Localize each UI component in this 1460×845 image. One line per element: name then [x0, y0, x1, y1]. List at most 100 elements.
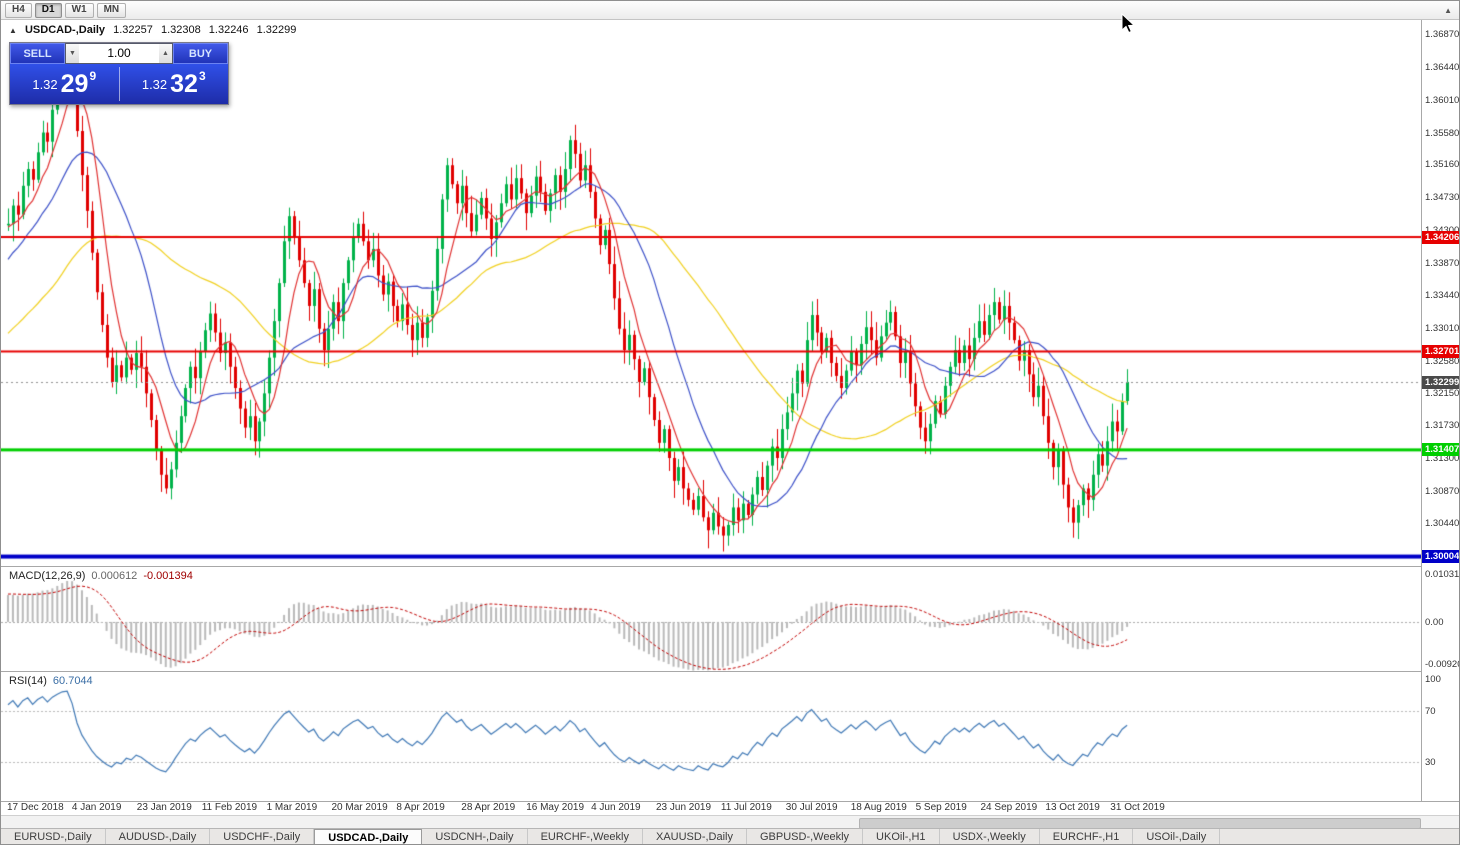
- price-tick-label: 1.34730: [1425, 192, 1460, 204]
- horizontal-scrollbar[interactable]: [1, 815, 1459, 829]
- chart-tab[interactable]: AUDUSD-,Daily: [106, 829, 211, 844]
- ohlc-high: 1.32308: [160, 24, 201, 36]
- ohlc-low: 1.32246: [208, 24, 249, 36]
- timeframe-button-group: H4 D1 W1 MN: [5, 2, 127, 18]
- price-tick-label: 1.33010: [1425, 322, 1460, 334]
- date-axis-label: 23 Jan 2019: [136, 802, 192, 813]
- price-tick-label: 1.35580: [1425, 127, 1460, 139]
- mouse-cursor: [1121, 13, 1136, 34]
- chart-tab[interactable]: GBPUSD-,Weekly: [747, 829, 864, 844]
- rsi-scale-label: 30: [1425, 757, 1436, 769]
- one-click-top-row: SELL ▼ 1.00 ▲ BUY: [10, 43, 228, 64]
- price-tick-label: 1.32150: [1425, 388, 1460, 400]
- price-tick-label: 1.33440: [1425, 290, 1460, 302]
- collapse-panel-icon[interactable]: ▲: [9, 26, 17, 35]
- chart-tab[interactable]: XAUUSD-,Daily: [643, 829, 747, 844]
- macd-signal-value: -0.001394: [143, 570, 193, 582]
- one-click-price-row: 1.32 29 9 1.32 32 3: [10, 64, 228, 104]
- volume-value[interactable]: 1.00: [107, 46, 131, 60]
- buy-price-sup: 3: [198, 69, 206, 83]
- chart-tab[interactable]: USDX-,Weekly: [940, 829, 1040, 844]
- timeframe-button-h4[interactable]: H4: [5, 2, 32, 18]
- chart-tab[interactable]: USOil-,Daily: [1133, 829, 1221, 844]
- rsi-scale-label: 100: [1425, 674, 1441, 685]
- chart-tab[interactable]: EURCHF-,Weekly: [528, 829, 643, 844]
- timeframe-button-mn[interactable]: MN: [96, 2, 127, 18]
- volume-increase-button[interactable]: ▲: [159, 44, 172, 63]
- one-click-trading-panel: SELL ▼ 1.00 ▲ BUY 1.32 29 9 1.32 32 3: [9, 42, 229, 105]
- sell-price[interactable]: 1.32 29 9: [10, 64, 119, 104]
- date-axis-label: 5 Sep 2019: [915, 802, 967, 813]
- current-price-badge: 1.32299: [1422, 375, 1459, 389]
- date-axis-label: 4 Jan 2019: [71, 802, 122, 813]
- date-axis-label: 31 Oct 2019: [1110, 802, 1165, 813]
- date-axis-label: 24 Sep 2019: [980, 802, 1038, 813]
- chart-tab[interactable]: EURCHF-,H1: [1040, 829, 1134, 844]
- volume-stepper[interactable]: ▼ 1.00 ▲: [65, 43, 173, 64]
- macd-indicator-label: MACD(12,26,9) 0.000612 -0.001394: [9, 570, 193, 582]
- buy-button[interactable]: BUY: [173, 43, 228, 64]
- date-axis-label: 13 Oct 2019: [1045, 802, 1100, 813]
- date-axis-label: 17 Dec 2018: [7, 802, 64, 813]
- price-tick-label: 1.31300: [1425, 453, 1460, 465]
- buy-price[interactable]: 1.32 32 3: [120, 64, 229, 104]
- sell-price-base: 1.32: [32, 76, 58, 92]
- panel-separator[interactable]: [1, 671, 1459, 672]
- chart-tab[interactable]: UKOil-,H1: [863, 829, 940, 844]
- corner-arrow-icon: ▲: [1444, 5, 1452, 15]
- rsi-panel-canvas[interactable]: [1, 672, 1421, 801]
- buy-price-big: 32: [170, 69, 198, 98]
- price-scale[interactable]: 1.36870 1.36440 1.36010 1.35580 1.35160 1.347…: [1421, 20, 1460, 801]
- price-level-badge: 1.34206: [1422, 230, 1459, 244]
- timeframe-toolbar: H4 D1 W1 MN ▲: [1, 1, 1459, 20]
- chart-tab[interactable]: USDCAD-,Daily: [314, 829, 423, 844]
- sell-price-sup: 9: [89, 69, 97, 83]
- price-chart-canvas[interactable]: [1, 20, 1421, 566]
- ohlc-close: 1.32299: [256, 24, 297, 36]
- buy-price-base: 1.32: [141, 76, 168, 92]
- price-level-badge: 1.30004: [1422, 550, 1459, 564]
- price-level-badge: 1.32701: [1422, 344, 1459, 358]
- rsi-name: RSI(14): [9, 675, 47, 687]
- date-axis-label: 11 Feb 2019: [201, 802, 258, 813]
- chart-tab[interactable]: USDCHF-,Daily: [210, 829, 315, 844]
- macd-scale-min: -0.009203: [1425, 659, 1459, 670]
- chart-tab-bar: EURUSD-,Daily AUDUSD-,Daily USDCHF-,Daily U…: [1, 828, 1459, 844]
- price-tick-label: 1.32580: [1425, 355, 1460, 367]
- macd-panel-canvas[interactable]: [1, 567, 1421, 671]
- price-tick-label: 1.33870: [1425, 257, 1460, 269]
- sell-price-big: 29: [60, 69, 89, 98]
- price-tick-label: 1.35160: [1425, 159, 1460, 171]
- rsi-scale-label: 70: [1425, 705, 1436, 717]
- timeframe-button-d1[interactable]: D1: [34, 2, 62, 18]
- date-axis-label: 28 Apr 2019: [461, 802, 516, 813]
- price-tick-label: 1.36870: [1425, 29, 1460, 41]
- chart-tab[interactable]: EURUSD-,Daily: [1, 829, 106, 844]
- sell-button[interactable]: SELL: [10, 43, 65, 64]
- time-scale[interactable]: 17 Dec 2018 4 Jan 2019 23 Jan 2019 11 Feb 2…: [1, 802, 1421, 815]
- date-axis-label: 11 Jul 2019: [720, 802, 772, 813]
- date-axis-label: 20 Mar 2019: [331, 802, 388, 813]
- volume-decrease-button[interactable]: ▼: [66, 44, 79, 63]
- chart-title: ▲ USDCAD-,Daily 1.32257 1.32308 1.32246 …: [9, 24, 301, 36]
- price-tick-label: 1.30440: [1425, 518, 1460, 530]
- date-axis-label: 30 Jul 2019: [785, 802, 838, 813]
- price-tick-label: 1.34300: [1425, 225, 1459, 236]
- panel-separator[interactable]: [1, 566, 1459, 567]
- timeframe-button-w1[interactable]: W1: [64, 2, 94, 18]
- chart-tab[interactable]: USDCNH-,Daily: [422, 829, 528, 844]
- price-tick-label: 1.31730: [1425, 420, 1460, 432]
- price-tick-label: 1.36010: [1425, 94, 1460, 106]
- date-axis-label: 8 Apr 2019: [396, 802, 445, 813]
- date-axis-label: 1 Mar 2019: [266, 802, 318, 813]
- rsi-indicator-label: RSI(14) 60.7044: [9, 675, 93, 687]
- price-tick-label: 1.30870: [1425, 485, 1460, 497]
- price-level-badge: 1.31407: [1422, 443, 1459, 457]
- rsi-value: 60.7044: [52, 675, 93, 687]
- price-divider: [118, 67, 120, 101]
- macd-scale-max: 0.010311: [1425, 569, 1459, 580]
- chart-symbol-label: USDCAD-,Daily: [24, 24, 106, 36]
- axis-separator: [1, 801, 1459, 802]
- date-axis-label: 4 Jun 2019: [591, 802, 641, 813]
